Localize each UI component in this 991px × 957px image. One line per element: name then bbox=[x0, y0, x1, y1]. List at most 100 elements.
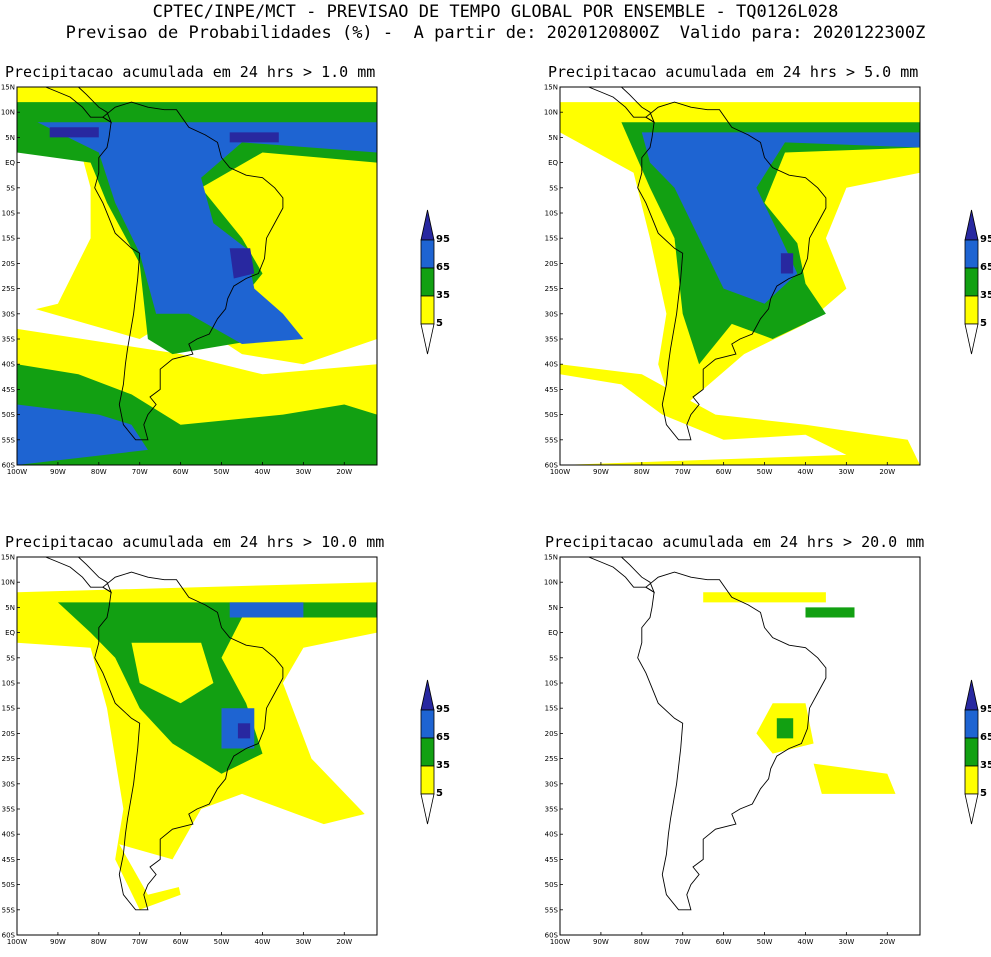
panel-4-title: Precipitacao acumulada em 24 hrs > 20.0 … bbox=[545, 533, 925, 551]
prob-low-area-south bbox=[560, 374, 847, 465]
p3-coastline bbox=[94, 571, 284, 911]
colorbar-label: 5 bbox=[980, 788, 987, 799]
prob-95-area bbox=[780, 253, 794, 274]
colorbar-top-arrow bbox=[420, 679, 435, 711]
lat-label: 10S bbox=[545, 210, 559, 218]
prob-65-area bbox=[229, 602, 304, 618]
lat-label: 10N bbox=[544, 579, 558, 587]
colorbar-top-arrow bbox=[964, 679, 979, 711]
lat-label: 60S bbox=[545, 462, 559, 470]
p4-fields bbox=[560, 557, 896, 911]
lon-label: 30W bbox=[295, 468, 311, 476]
colorbar-segment bbox=[964, 239, 979, 269]
lat-label: 15N bbox=[1, 84, 15, 92]
lat-label: 10N bbox=[1, 579, 15, 587]
prob-65-area bbox=[641, 132, 920, 304]
colorbar-label: 35 bbox=[436, 760, 450, 771]
prob-35-area bbox=[805, 607, 855, 618]
lat-label: 30S bbox=[2, 780, 16, 788]
lat-label: 30S bbox=[545, 310, 559, 318]
colorbar-bottom-arrow bbox=[964, 323, 979, 355]
lat-label: 5N bbox=[5, 134, 15, 142]
lon-label: 40W bbox=[255, 938, 271, 946]
lat-label: 60S bbox=[545, 932, 559, 940]
panel-2-title: Precipitacao acumulada em 24 hrs > 5.0 m… bbox=[548, 63, 919, 81]
colorbar-bottom-arrow bbox=[420, 793, 435, 825]
lat-label: 20S bbox=[2, 730, 16, 738]
lat-label: 25S bbox=[2, 755, 16, 763]
p1-frame: 15N 10N 5N EQ 5S 10S 15S 20S 25S 30S 35S 40S 45S 50S 5… bbox=[1, 84, 378, 476]
lon-label: 100W bbox=[7, 938, 27, 946]
lat-label: 10N bbox=[544, 109, 558, 117]
lat-label: 55S bbox=[2, 906, 16, 914]
lat-label: 50S bbox=[2, 881, 16, 889]
lon-label: 60W bbox=[716, 468, 732, 476]
prob-95-area bbox=[49, 127, 99, 138]
p2-fields bbox=[560, 87, 920, 465]
colorbar-segment bbox=[964, 267, 979, 297]
colorbar-segment bbox=[964, 737, 979, 767]
lat-label: 50S bbox=[545, 881, 559, 889]
lon-label: 70W bbox=[675, 468, 691, 476]
lat-label: 20S bbox=[545, 730, 559, 738]
lat-label: 5S bbox=[549, 654, 558, 662]
lat-label: 15N bbox=[544, 554, 558, 562]
colorbar-segment bbox=[420, 737, 435, 767]
lat-label: 10S bbox=[545, 680, 559, 688]
colorbar-segment bbox=[420, 709, 435, 739]
prob-low-area bbox=[17, 142, 91, 314]
panel-2-map: 15N 10N 5N EQ 5S 10S 15S 20S 25S 30S 35S 40S 45S 50S 5… bbox=[543, 84, 923, 486]
colorbar-segment bbox=[420, 267, 435, 297]
prob-65-area bbox=[37, 122, 377, 344]
lat-label: EQ bbox=[5, 159, 15, 167]
lat-label: 60S bbox=[2, 932, 16, 940]
lon-label: 90W bbox=[593, 468, 609, 476]
prob-5-area bbox=[703, 592, 826, 603]
lat-label: 10S bbox=[2, 210, 16, 218]
lat-label: 5N bbox=[5, 604, 15, 612]
lat-label: 55S bbox=[545, 436, 559, 444]
colorbar-label: 95 bbox=[436, 234, 450, 245]
lat-label: 10S bbox=[2, 680, 16, 688]
lat-label: 35S bbox=[2, 336, 16, 344]
lon-label: 100W bbox=[550, 938, 570, 946]
colorbar-label: 5 bbox=[436, 318, 443, 329]
lon-label: 90W bbox=[593, 938, 609, 946]
prob-low-area-2 bbox=[119, 844, 189, 895]
p2-central-america bbox=[560, 87, 656, 124]
lon-label: 50W bbox=[757, 938, 773, 946]
lon-label: 70W bbox=[675, 938, 691, 946]
p4-central-america bbox=[560, 557, 656, 594]
colorbar-bottom-arrow bbox=[964, 793, 979, 825]
colorbar-segment bbox=[420, 765, 435, 795]
lon-label: 30W bbox=[838, 938, 854, 946]
lat-label: 20S bbox=[545, 260, 559, 268]
panel-3-colorbar: 95 65 35 5 bbox=[418, 678, 458, 828]
lat-label: 50S bbox=[545, 411, 559, 419]
p4-coastline bbox=[637, 571, 827, 911]
lat-label: 35S bbox=[545, 336, 559, 344]
prob-65-area-south bbox=[17, 404, 148, 465]
colorbar-label: 65 bbox=[980, 732, 991, 743]
lon-label: 40W bbox=[255, 468, 271, 476]
panel-1-title: Precipitacao acumulada em 24 hrs > 1.0 m… bbox=[5, 63, 376, 81]
lat-label: 40S bbox=[2, 831, 16, 839]
panel-3-title: Precipitacao acumulada em 24 hrs > 10.0 … bbox=[5, 533, 385, 551]
p4-frame: 15N 10N 5N EQ 5S 10S 15S 20S 25S 30S 35S 40S 45S 50S 5… bbox=[544, 554, 921, 946]
colorbar-label: 95 bbox=[980, 704, 991, 715]
p3-fields bbox=[17, 557, 377, 911]
lon-label: 80W bbox=[91, 468, 107, 476]
subtitle: Previsao de Probabilidades (%) - A parti… bbox=[65, 23, 926, 43]
p3-frame: 15N 10N 5N EQ 5S 10S 15S 20S 25S 30S 35S 40S 45S 50S 5… bbox=[1, 554, 378, 946]
lat-label: EQ bbox=[5, 629, 15, 637]
colorbar-segment bbox=[964, 709, 979, 739]
p1-fields bbox=[17, 87, 377, 465]
lon-label: 60W bbox=[716, 938, 732, 946]
lat-label: 50S bbox=[2, 411, 16, 419]
panel-1-map: 15N 10N 5N EQ 5S 10S 15S 20S 25S 30S 35S 40S 45S 50S 5… bbox=[0, 84, 380, 486]
colorbar-segment bbox=[420, 239, 435, 269]
colorbar-label: 65 bbox=[980, 262, 991, 273]
lon-label: 90W bbox=[50, 938, 66, 946]
lat-label: 45S bbox=[545, 856, 559, 864]
p3-central-america bbox=[17, 557, 113, 594]
